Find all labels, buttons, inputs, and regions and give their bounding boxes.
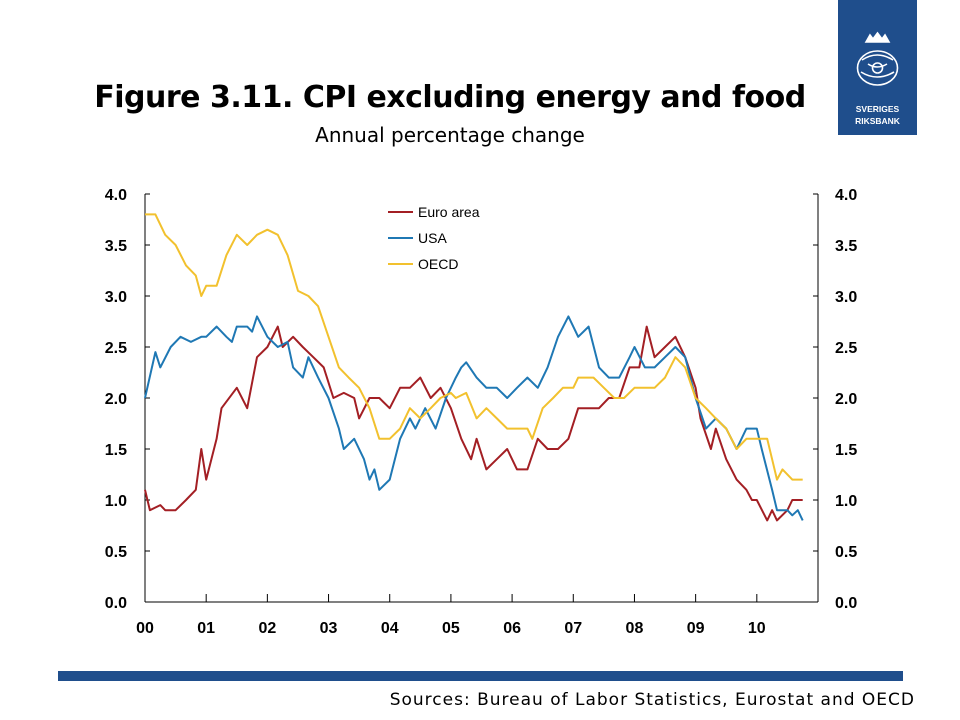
y-tick-label-right: 3.5 [835,238,857,255]
y-tick-label-right: 1.5 [835,442,857,459]
x-tick-label: 01 [197,620,215,637]
y-tick-label-left: 0.0 [105,595,127,612]
x-tick-label: 10 [748,620,766,637]
y-tick-label-left: 1.5 [105,442,127,459]
x-tick-label: 04 [381,620,399,637]
x-tick-label: 07 [564,620,582,637]
y-tick-label-left: 1.0 [105,493,127,510]
legend-label-usa: USA [418,230,447,246]
x-tick-label: 03 [320,620,338,637]
x-tick-label: 06 [503,620,521,637]
y-tick-label-left: 2.5 [105,340,127,357]
x-tick-label: 02 [258,620,276,637]
x-tick-label: 00 [136,620,154,637]
y-tick-label-left: 2.0 [105,391,127,408]
y-tick-label-right: 1.0 [835,493,857,510]
y-tick-label-right: 2.0 [835,391,857,408]
riksbank-crest-icon [856,31,899,86]
y-tick-label-right: 4.0 [835,187,857,204]
y-tick-label-left: 3.5 [105,238,127,255]
x-tick-label: 08 [626,620,644,637]
y-tick-label-right: 0.5 [835,544,857,561]
legend-box [358,199,538,287]
series-layer [144,213,804,522]
x-tick-label: 09 [687,620,705,637]
y-tick-label-left: 4.0 [105,187,127,204]
logo-line-2: RIKSBANK [855,116,900,126]
axes-layer: 0.0 0.0 0.5 0.5 1.0 1.0 1.5 1.5 2.0 2.0 2.5 2.5 3.0 3… [105,187,858,637]
series-line-oecd [145,213,803,481]
y-tick-label-right: 3.0 [835,289,857,306]
chart-subtitle: Annual percentage change [315,123,585,147]
legend-label-euro-area: Euro area [418,204,480,220]
y-tick-label-left: 3.0 [105,289,127,306]
sources-note: Sources: Bureau of Labor Statistics, Eur… [389,690,915,710]
legend-label-oecd: OECD [418,256,458,272]
y-tick-label-left: 0.5 [105,544,127,561]
series-line-usa [144,315,804,521]
footer-bar [58,671,903,681]
logo-line-1: SVERIGES [855,104,900,114]
chart-title: Figure 3.11. CPI excluding energy and fo… [94,80,806,115]
y-tick-label-right: 0.0 [835,595,857,612]
y-tick-label-right: 2.5 [835,340,857,357]
series-line-euro-area [144,325,803,522]
riksbank-logo: SVERIGES RIKSBANK [838,0,917,135]
chart-legend: Euro area USA OECD [358,199,538,287]
x-tick-label: 05 [442,620,460,637]
